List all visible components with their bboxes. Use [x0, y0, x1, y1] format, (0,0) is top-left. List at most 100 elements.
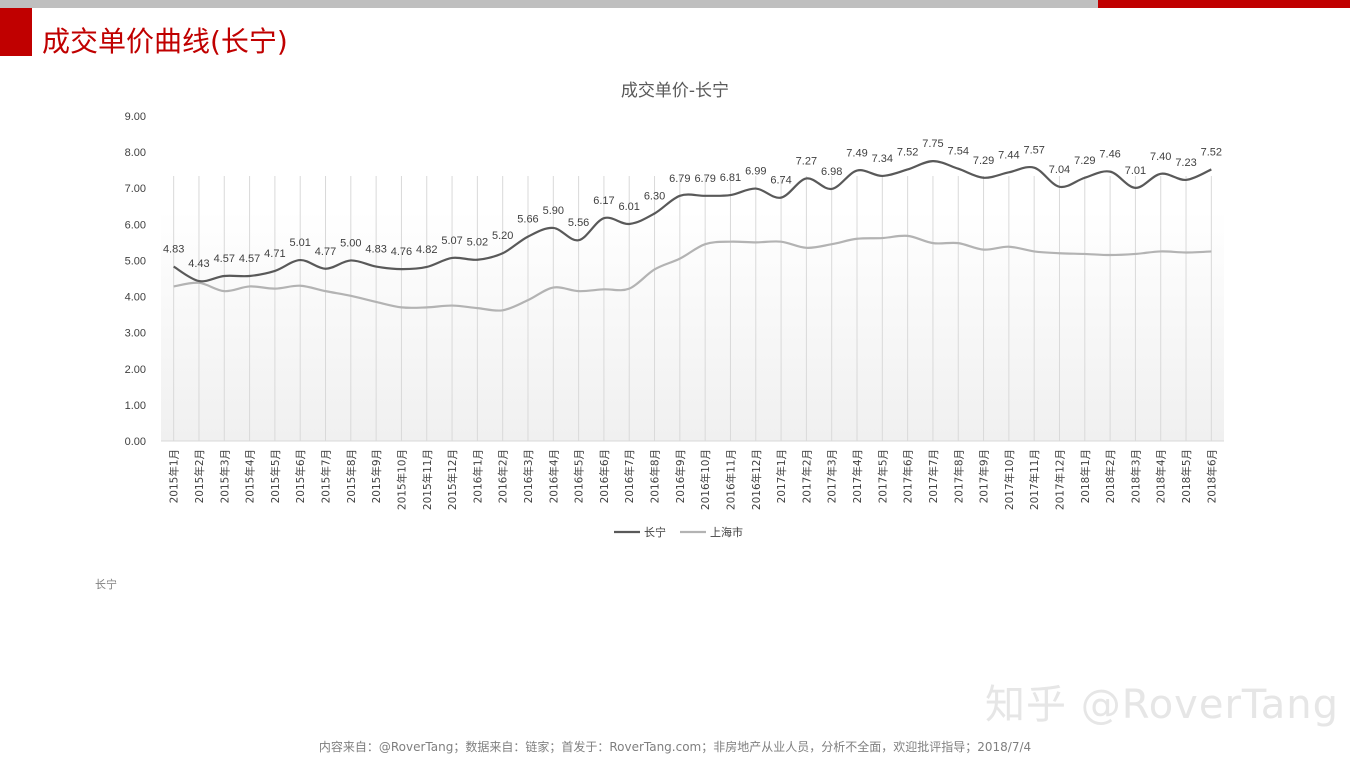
data-label: 5.20 — [492, 230, 513, 242]
x-tick-label: 2017年7月 — [927, 449, 940, 503]
x-tick-label: 2016年10月 — [699, 449, 712, 510]
x-tick-label: 2015年5月 — [269, 449, 282, 503]
x-tick-label: 2015年4月 — [244, 449, 257, 503]
title-accent-block — [0, 8, 32, 56]
data-label: 7.52 — [897, 146, 918, 158]
data-label: 7.46 — [1099, 149, 1120, 161]
data-label: 7.52 — [1201, 146, 1222, 158]
data-label: 4.71 — [264, 248, 285, 260]
x-tick-label: 2017年8月 — [952, 449, 965, 503]
y-tick-label: 1.00 — [125, 400, 146, 412]
x-tick-label: 2016年3月 — [522, 449, 535, 503]
x-tick-label: 2015年3月 — [218, 449, 231, 503]
data-label: 7.04 — [1049, 164, 1070, 176]
x-tick-label: 2017年6月 — [902, 449, 915, 503]
x-tick-label: 2017年10月 — [1003, 449, 1016, 510]
x-tick-label: 2018年2月 — [1104, 449, 1117, 503]
data-label: 7.34 — [872, 153, 893, 165]
data-label: 7.27 — [796, 155, 817, 167]
data-label: 7.54 — [948, 146, 969, 158]
data-label: 6.74 — [770, 175, 791, 187]
data-label: 6.98 — [821, 166, 842, 178]
chart-title: 成交单价-长宁 — [620, 81, 730, 101]
data-label: 5.00 — [340, 237, 361, 249]
x-tick-label: 2016年8月 — [649, 449, 662, 503]
x-tick-label: 2017年5月 — [876, 449, 889, 503]
data-label: 5.66 — [517, 214, 538, 226]
data-label: 5.07 — [441, 235, 462, 247]
x-tick-label: 2017年2月 — [800, 449, 813, 503]
x-tick-label: 2015年1月 — [168, 449, 181, 503]
data-label: 7.40 — [1150, 151, 1171, 163]
data-label: 5.01 — [289, 237, 310, 249]
data-label: 7.49 — [846, 148, 867, 160]
data-label: 7.01 — [1125, 165, 1146, 177]
x-tick-label: 2016年7月 — [623, 449, 636, 503]
x-tick-label: 2018年3月 — [1129, 449, 1142, 503]
data-label: 6.99 — [745, 166, 766, 178]
x-tick-label: 2016年9月 — [674, 449, 687, 503]
data-label: 7.29 — [973, 155, 994, 167]
data-label: 4.43 — [188, 258, 209, 270]
x-tick-label: 2016年1月 — [471, 449, 484, 503]
footer-source: 内容来自：@RoverTang；数据来自：链家；首发于：RoverTang.co… — [318, 740, 1032, 754]
data-label: 4.83 — [163, 244, 184, 256]
x-tick-label: 2017年9月 — [978, 449, 991, 503]
x-tick-label: 2016年12月 — [750, 449, 763, 510]
chart-note: 长宁 — [95, 578, 117, 591]
data-label: 4.57 — [214, 253, 235, 265]
x-tick-label: 2017年11月 — [1028, 449, 1041, 510]
x-tick-label: 2015年6月 — [294, 449, 307, 503]
data-label: 6.01 — [619, 201, 640, 213]
y-tick-label: 9.00 — [125, 111, 146, 123]
x-tick-label: 2015年2月 — [193, 449, 206, 503]
x-tick-label: 2018年4月 — [1155, 449, 1168, 503]
y-tick-label: 0.00 — [125, 436, 146, 448]
x-tick-label: 2016年6月 — [598, 449, 611, 503]
legend-label: 上海市 — [710, 525, 743, 539]
y-tick-label: 5.00 — [125, 255, 146, 267]
x-tick-label: 2017年1月 — [775, 449, 788, 503]
x-tick-label: 2015年10月 — [395, 449, 408, 510]
data-label: 4.57 — [239, 253, 260, 265]
y-tick-label: 4.00 — [125, 292, 146, 304]
data-label: 7.57 — [1023, 145, 1044, 157]
data-label: 4.76 — [391, 246, 412, 258]
x-tick-label: 2015年8月 — [345, 449, 358, 503]
top-bar — [0, 0, 1350, 8]
data-label: 7.29 — [1074, 155, 1095, 167]
y-tick-label: 6.00 — [125, 219, 146, 231]
series-line-长宁 — [173, 160, 1212, 283]
x-tick-label: 2015年12月 — [446, 449, 459, 510]
data-label: 4.82 — [416, 244, 437, 256]
x-tick-label: 2018年6月 — [1205, 449, 1218, 503]
watermark: 知乎 @RoverTang — [985, 682, 1339, 728]
x-tick-label: 2017年4月 — [851, 449, 864, 503]
x-tick-label: 2016年11月 — [724, 449, 737, 510]
y-tick-label: 2.00 — [125, 364, 146, 376]
data-label: 6.79 — [669, 173, 690, 185]
data-label: 5.90 — [543, 205, 564, 217]
y-tick-label: 3.00 — [125, 328, 146, 340]
data-label: 4.83 — [365, 244, 386, 256]
data-label: 7.75 — [922, 138, 943, 150]
x-tick-label: 2016年5月 — [573, 449, 586, 503]
data-label: 7.44 — [998, 149, 1019, 161]
x-tick-label: 2017年3月 — [826, 449, 839, 503]
series-line-上海市 — [173, 234, 1212, 312]
x-tick-label: 2016年4月 — [547, 449, 560, 503]
y-tick-label: 8.00 — [125, 147, 146, 159]
data-label: 4.77 — [315, 246, 336, 258]
legend-label: 长宁 — [644, 525, 666, 539]
data-label: 6.17 — [593, 195, 614, 207]
data-label: 7.23 — [1175, 157, 1196, 169]
data-label: 6.30 — [644, 191, 665, 203]
y-tick-label: 7.00 — [125, 183, 146, 195]
x-tick-label: 2018年5月 — [1180, 449, 1193, 503]
page-title: 成交单价曲线(长宁) — [42, 25, 288, 58]
top-bar-accent — [1098, 0, 1350, 8]
data-label: 5.02 — [467, 237, 488, 249]
x-tick-label: 2015年9月 — [370, 449, 383, 503]
x-tick-label: 2017年12月 — [1053, 449, 1066, 510]
